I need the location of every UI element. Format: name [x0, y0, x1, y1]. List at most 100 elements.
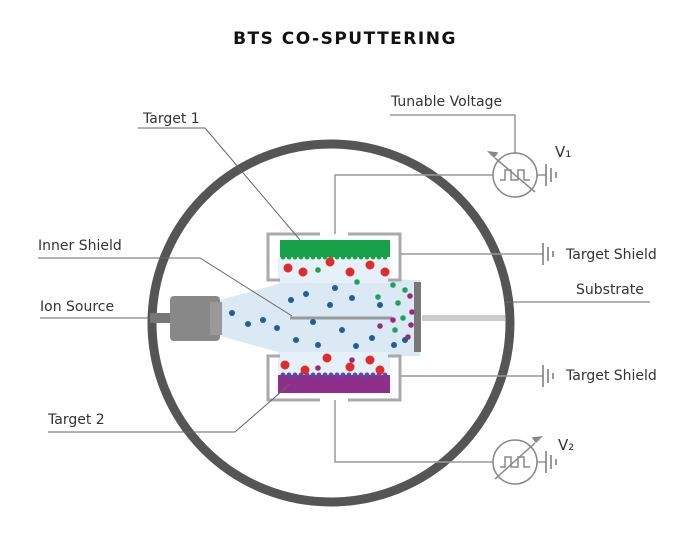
label: Tunable Voltage [390, 94, 502, 110]
argon [345, 362, 355, 372]
target-shield [348, 232, 402, 282]
leader [48, 383, 291, 433]
target-bump [280, 372, 286, 378]
label: Ion Source [40, 299, 114, 315]
target-shield [266, 354, 320, 402]
ion [293, 337, 299, 343]
target-bump [340, 254, 346, 260]
atom-2 [390, 317, 396, 323]
label: Target Shield [565, 247, 657, 263]
target-bump [298, 372, 304, 378]
ion [377, 302, 383, 308]
atom-2 [405, 334, 411, 340]
argon [322, 353, 332, 363]
argon [365, 260, 375, 270]
ion [339, 327, 345, 333]
wire [334, 174, 493, 234]
argon [298, 267, 308, 277]
target-bump [310, 372, 316, 378]
target-bump [358, 254, 364, 260]
leader [138, 127, 301, 241]
target-bump [334, 254, 340, 260]
target-bump [382, 372, 388, 378]
target-bump [364, 254, 370, 260]
label: Inner Shield [38, 238, 122, 254]
ion-source [170, 296, 220, 341]
label: V₂ [558, 436, 574, 454]
target-bump [322, 254, 328, 260]
target-bump [280, 254, 286, 260]
ion [332, 285, 338, 291]
atom-1 [354, 279, 360, 285]
target-bump [352, 372, 358, 378]
ion [260, 317, 266, 323]
atom-1 [392, 327, 398, 333]
argon [345, 267, 355, 277]
ion [353, 343, 359, 349]
ion [369, 335, 375, 341]
target-bump [358, 372, 364, 378]
particles [229, 254, 415, 378]
target-bump [370, 372, 376, 378]
target-bump [304, 254, 310, 260]
label: Target 2 [47, 412, 105, 428]
target-bump [346, 372, 352, 378]
target-bump [334, 372, 340, 378]
atom-2 [377, 323, 383, 329]
target-bump [340, 372, 346, 378]
atom-2 [409, 309, 415, 315]
target-bump [352, 254, 358, 260]
voltage-source [486, 150, 544, 485]
ion [288, 297, 294, 303]
target-bump [316, 372, 322, 378]
atom-1 [402, 287, 408, 293]
ion [391, 342, 397, 348]
target-bump [370, 254, 376, 260]
atom-1 [400, 315, 406, 321]
argon [280, 360, 290, 370]
target-bump [316, 254, 322, 260]
ion [349, 295, 355, 301]
argon [283, 263, 293, 273]
substrate [414, 282, 421, 352]
target-bump [322, 372, 328, 378]
label: Target 1 [142, 111, 200, 127]
target-bump [310, 254, 316, 260]
target-bump [364, 372, 370, 378]
target-shield [266, 232, 320, 282]
target-bump [286, 372, 292, 378]
atom-2 [349, 357, 355, 363]
ion [245, 321, 251, 327]
wire [334, 400, 493, 463]
target-bump [376, 254, 382, 260]
argon [325, 257, 335, 267]
target-1 [280, 240, 390, 257]
ion [315, 342, 321, 348]
atom-2 [407, 293, 413, 299]
ion [229, 310, 235, 316]
target-shield [348, 354, 402, 402]
label: Target Shield [565, 368, 657, 384]
target-bump [298, 254, 304, 260]
target-2 [278, 375, 390, 393]
atom-1 [390, 282, 396, 288]
argon [375, 365, 385, 375]
leader [390, 114, 516, 153]
target-bump [286, 254, 292, 260]
ion [274, 325, 280, 331]
atom-1 [315, 267, 321, 273]
target-bump [382, 254, 388, 260]
ion [310, 319, 316, 325]
leader [38, 257, 293, 317]
ion-source-rod [150, 313, 172, 323]
atom-1 [395, 300, 401, 306]
label: V₁ [555, 143, 571, 161]
atom-2 [315, 365, 321, 371]
argon [300, 365, 310, 375]
argon [380, 267, 390, 277]
atom-2 [408, 322, 414, 328]
target-bump [292, 254, 298, 260]
ion-source-nozzle [210, 302, 222, 335]
argon [365, 355, 375, 365]
